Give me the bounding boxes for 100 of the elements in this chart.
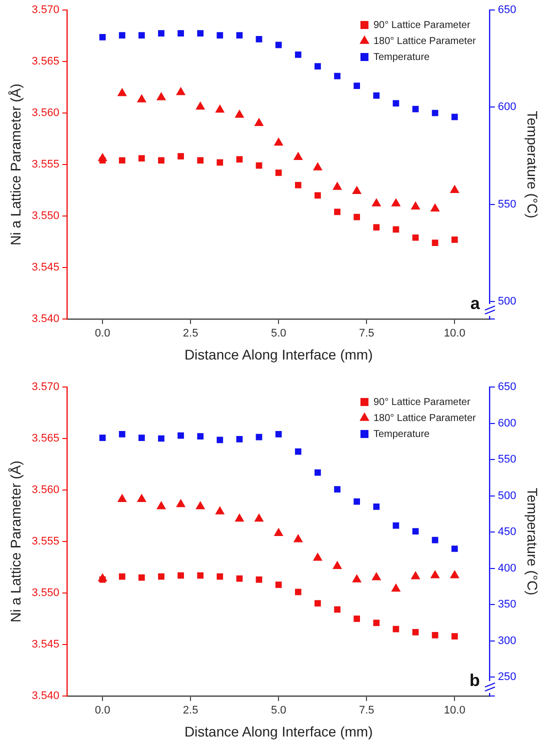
- point: [392, 226, 400, 233]
- annotation: b: [469, 671, 480, 690]
- point: [450, 570, 460, 578]
- point: [236, 156, 243, 163]
- point: [312, 552, 322, 561]
- point: [373, 224, 380, 231]
- y-tick-label: 3.560: [32, 107, 60, 120]
- y2-tick-label: 650: [498, 4, 516, 16]
- point: [275, 582, 282, 588]
- point: [138, 155, 145, 162]
- y2-tick-label: 400: [498, 562, 516, 574]
- point: [293, 534, 303, 542]
- point: [314, 469, 321, 476]
- point: [430, 570, 440, 578]
- point: [275, 42, 282, 48]
- point: [136, 494, 146, 502]
- point: [197, 157, 204, 164]
- point: [314, 192, 321, 199]
- x-axis-title: Distance Along Interface (mm): [184, 346, 373, 362]
- point: [256, 576, 262, 583]
- point: [294, 52, 302, 58]
- point: [256, 36, 262, 42]
- legend-label: Temperature: [373, 52, 430, 63]
- y2-axis-title: Temperature (°C): [524, 488, 541, 596]
- point: [432, 632, 438, 638]
- point: [451, 546, 458, 552]
- point: [117, 88, 127, 96]
- point: [138, 434, 145, 441]
- point: [412, 234, 419, 241]
- point: [314, 600, 321, 606]
- point: [176, 498, 186, 508]
- y-axis-title: Ni a Lattice Parameter (Å): [7, 84, 24, 246]
- point: [392, 100, 400, 106]
- point: [254, 118, 264, 126]
- point: [118, 32, 126, 38]
- point: [334, 72, 340, 80]
- y-tick-label: 3.560: [32, 484, 60, 496]
- point: [391, 198, 401, 206]
- x-tick-label: 10.0: [444, 704, 466, 717]
- point: [236, 575, 243, 582]
- point: [138, 574, 145, 581]
- point: [118, 430, 126, 438]
- y2-tick-label: 650: [498, 381, 516, 394]
- y-tick-label: 3.570: [32, 381, 60, 394]
- point: [354, 616, 360, 622]
- point: [354, 498, 360, 505]
- x-tick-label: 7.5: [358, 704, 374, 717]
- x-tick-label: 2.5: [182, 328, 198, 340]
- y-tick-label: 3.555: [32, 536, 60, 548]
- point: [117, 494, 127, 502]
- point: [334, 486, 340, 492]
- point: [412, 628, 419, 636]
- y-tick-label: 3.545: [32, 262, 60, 274]
- point: [158, 30, 164, 37]
- point: [236, 436, 243, 442]
- point: [178, 153, 184, 160]
- point: [430, 203, 440, 212]
- point: [294, 182, 302, 188]
- point: [354, 82, 360, 89]
- point: [314, 63, 321, 70]
- point: [234, 513, 244, 522]
- y-tick-label: 3.540: [32, 690, 60, 702]
- y2-tick-label: 550: [498, 454, 516, 466]
- point: [451, 633, 458, 640]
- point: [334, 606, 340, 613]
- y-tick-label: 3.545: [32, 638, 60, 651]
- point: [158, 157, 164, 164]
- legend-label: Temperature: [373, 428, 430, 440]
- point: [373, 92, 380, 99]
- point: [274, 528, 284, 536]
- point: [178, 432, 184, 439]
- x-tick-label: 0.0: [94, 328, 110, 340]
- y2-tick-label: 550: [498, 198, 516, 210]
- point: [410, 201, 420, 210]
- point: [294, 588, 302, 596]
- point: [332, 560, 342, 569]
- point: [197, 30, 204, 37]
- point: [275, 430, 282, 438]
- point: [178, 30, 184, 37]
- x-tick-label: 5.0: [270, 704, 286, 717]
- point: [275, 170, 282, 176]
- point: [274, 137, 284, 146]
- point: [254, 513, 264, 522]
- point: [450, 184, 460, 193]
- point: [332, 182, 342, 190]
- point: [118, 157, 126, 164]
- point: [451, 114, 458, 120]
- point: [118, 573, 126, 580]
- point: [158, 573, 164, 580]
- point: [234, 110, 244, 118]
- point: [451, 236, 458, 243]
- x-tick-label: 2.5: [182, 704, 198, 717]
- point: [432, 240, 438, 246]
- point: [215, 104, 225, 113]
- point: [373, 504, 380, 510]
- y2-tick-label: 300: [498, 634, 516, 647]
- y2-tick-label: 350: [498, 598, 516, 611]
- point: [99, 434, 106, 441]
- y2-axis-title: Temperature (°C): [524, 110, 541, 218]
- point: [410, 571, 420, 580]
